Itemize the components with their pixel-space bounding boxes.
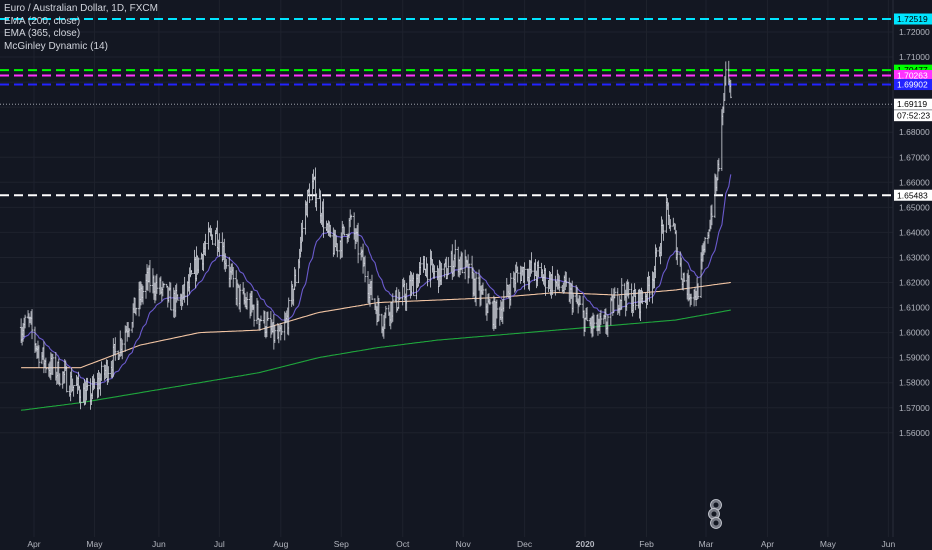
y-tick-label: 1.58000	[899, 378, 930, 388]
x-tick-label: Nov	[456, 539, 472, 549]
y-tick-label: 1.64000	[899, 227, 930, 237]
price-tags: 1.725191.704771.702631.699021.654831.691…	[894, 13, 932, 201]
level-tag-blue	[894, 79, 932, 91]
y-tick-label: 1.57000	[899, 403, 930, 413]
x-tick-label: Oct	[396, 539, 410, 549]
time-axis[interactable]	[0, 537, 932, 550]
level-tag-label: 1.65483	[897, 190, 928, 200]
legend-ema200[interactable]: EMA (200, close)	[4, 15, 81, 27]
level-tag-label: 1.70263	[897, 71, 928, 81]
x-tick-label: May	[86, 539, 103, 549]
level-tag-magenta	[894, 70, 932, 82]
legend-mcginley[interactable]: McGinley Dynamic (14)	[4, 40, 108, 52]
event-marker-dot	[713, 520, 719, 526]
x-tick-label: Feb	[639, 539, 654, 549]
price-scale-labels: 1.72000 1.71000 1.68000 1.67000 1.66000 1.650…	[899, 27, 930, 438]
price-axis[interactable]	[893, 0, 932, 550]
y-tick-label: 1.63000	[899, 252, 930, 262]
x-tick-label: Sep	[334, 539, 349, 549]
symbol-title[interactable]: Euro / Australian Dollar, 1D, FXCM	[4, 3, 158, 14]
y-tick-label: 1.67000	[899, 152, 930, 162]
x-tick-label: May	[820, 539, 837, 549]
x-tick-label: 2020	[576, 539, 595, 549]
event-markers[interactable]	[708, 499, 722, 529]
event-marker-dot	[713, 502, 719, 508]
chart-legend: Euro / Australian Dollar, 1D, FXCM EMA (…	[4, 3, 158, 53]
level-tag-white	[894, 189, 932, 201]
y-tick-label: 1.62000	[899, 278, 930, 288]
event-marker-dot	[711, 511, 717, 517]
x-tick-label: Mar	[699, 539, 714, 549]
legend-ema365[interactable]: EMA (365, close)	[4, 28, 81, 39]
x-tick-label: Dec	[517, 539, 533, 549]
y-tick-label: 1.65000	[899, 202, 930, 212]
last-price-tag	[894, 98, 932, 110]
ema200-line	[21, 281, 731, 369]
y-tick-label: 1.72000	[899, 27, 930, 37]
x-tick-label: Aug	[273, 539, 288, 549]
y-tick-label: 1.61000	[899, 303, 930, 313]
y-tick-label: 1.66000	[899, 177, 930, 187]
x-tick-label: Apr	[27, 539, 40, 549]
level-tag-cyan	[894, 13, 932, 25]
y-tick-label: 1.60000	[899, 328, 930, 338]
y-tick-label: 1.59000	[899, 353, 930, 363]
level-tag-label: 1.72519	[897, 14, 928, 24]
countdown-label: 07:52:23	[897, 111, 930, 121]
candles	[19, 60, 732, 410]
ema365-line	[20, 309, 731, 411]
last-price-label: 1.69119	[897, 99, 927, 109]
ema200-path	[21, 281, 731, 369]
y-tick-label: 1.71000	[899, 52, 930, 62]
x-tick-label: Jul	[214, 539, 225, 549]
x-tick-label: Apr	[761, 539, 774, 549]
x-tick-label: Jun	[882, 539, 896, 549]
ema365-path	[20, 309, 731, 411]
time-scale-labels: Apr May Jun Jul Aug Sep Oct Nov Dec 2020 Feb Mar Apr…	[27, 539, 895, 549]
y-tick-label: 1.68000	[899, 127, 930, 137]
horizontal-levels	[0, 17, 893, 197]
countdown-tag	[894, 110, 932, 122]
level-tag-label: 1.69902	[897, 80, 928, 90]
x-tick-label: Jun	[152, 539, 166, 549]
y-tick-label: 1.56000	[899, 428, 930, 438]
